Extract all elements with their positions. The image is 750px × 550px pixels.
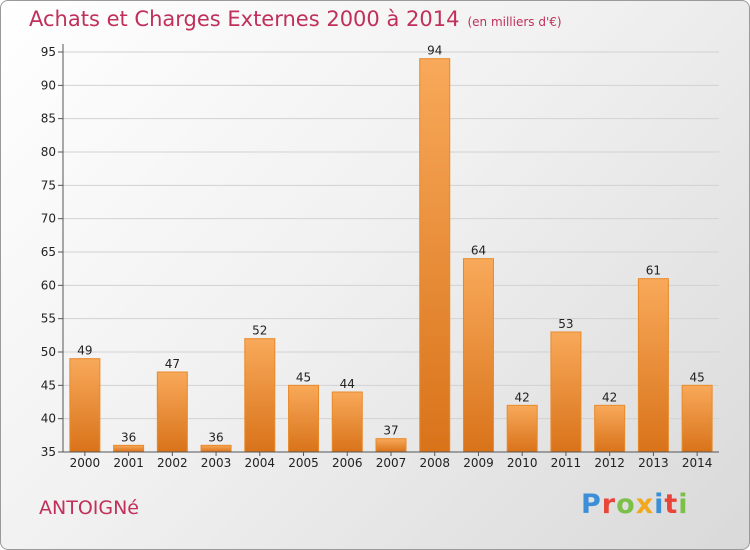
x-tick-label-2005: 2005 (288, 456, 319, 470)
logo-letter: o (616, 489, 636, 520)
bar-2006 (331, 391, 363, 453)
proxiti-logo: Proxiti (581, 489, 689, 520)
bar-2002 (156, 371, 188, 453)
x-tick-label-2009: 2009 (463, 456, 494, 470)
logo-letter: t (664, 489, 679, 520)
x-tick-label-2010: 2010 (507, 456, 538, 470)
value-label-2002: 47 (165, 357, 180, 371)
x-tick-label-2011: 2011 (551, 456, 582, 470)
y-tick-label: 70 (41, 212, 56, 226)
y-tick-label: 55 (41, 312, 56, 326)
y-tick-label: 65 (41, 245, 56, 259)
value-label-2012: 42 (602, 390, 617, 404)
bar-2007 (375, 438, 407, 453)
y-tick-label: 60 (41, 278, 56, 292)
bar-2004 (244, 338, 276, 453)
x-tick-label-2001: 2001 (113, 456, 144, 470)
value-label-2014: 45 (689, 370, 704, 384)
logo-letter: P (581, 489, 602, 520)
chart-title: Achats et Charges Externes 2000 à 2014 (e… (29, 7, 562, 31)
value-label-2013: 61 (646, 264, 661, 278)
value-label-2008: 94 (427, 44, 442, 58)
x-tick-label-2008: 2008 (419, 456, 450, 470)
y-tick-label: 90 (41, 78, 56, 92)
bar-2003 (200, 444, 232, 453)
logo-letter: i (654, 489, 665, 520)
bar-2010 (506, 404, 538, 453)
bar-2014 (681, 384, 713, 453)
x-tick-label-2014: 2014 (682, 456, 713, 470)
x-tick-label-2003: 2003 (201, 456, 232, 470)
value-label-2004: 52 (252, 324, 267, 338)
value-label-2007: 37 (383, 424, 398, 438)
bar-2008 (419, 58, 451, 453)
x-axis: 2000 2001 2002 2003 2004 2005 2006 2007 2008 2009… (63, 451, 719, 470)
y-tick-label: 40 (41, 412, 56, 426)
x-tick-label-2012: 2012 (594, 456, 625, 470)
chart-unit-note: (en milliers d'€) (467, 15, 562, 29)
x-tick-label-2007: 2007 (376, 456, 407, 470)
bars: 49 36 47 36 52 45 44 37 94 64 42 53 42 61 45 (69, 44, 713, 453)
bar-2000 (69, 358, 101, 453)
town-label: ANTOIGNé (39, 497, 140, 519)
logo-letter: r (601, 489, 617, 520)
bar-2012 (594, 404, 626, 453)
value-label-2011: 53 (558, 317, 573, 331)
y-tick-label: 35 (41, 445, 56, 459)
y-tick-label: 85 (41, 112, 56, 126)
x-tick-label-2002: 2002 (157, 456, 188, 470)
y-axis: 35 40 45 50 55 60 65 70 75 80 85 90 95 (41, 44, 64, 459)
value-label-2010: 42 (515, 390, 530, 404)
x-tick-label-2013: 2013 (638, 456, 669, 470)
logo-letter: i (678, 489, 689, 520)
bar-2001 (113, 444, 145, 453)
bar-2013 (637, 278, 669, 453)
y-tick-label: 80 (41, 145, 56, 159)
y-tick-label: 75 (41, 178, 56, 192)
value-label-2003: 36 (208, 430, 223, 444)
value-label-2006: 44 (340, 377, 355, 391)
bar-2005 (288, 384, 320, 453)
x-tick-label-2000: 2000 (70, 456, 101, 470)
bar-2011 (550, 331, 582, 453)
chart-title-text: Achats et Charges Externes 2000 à 2014 (29, 7, 460, 31)
value-label-2000: 49 (77, 344, 92, 358)
x-tick-label-2004: 2004 (245, 456, 276, 470)
value-label-2001: 36 (121, 430, 136, 444)
bar-2009 (462, 258, 494, 453)
value-label-2009: 64 (471, 244, 486, 258)
y-tick-label: 50 (41, 345, 56, 359)
y-tick-label: 95 (41, 45, 56, 59)
logo-letter: x (635, 489, 655, 520)
value-label-2005: 45 (296, 370, 311, 384)
x-tick-label-2006: 2006 (332, 456, 363, 470)
y-tick-label: 45 (41, 378, 56, 392)
